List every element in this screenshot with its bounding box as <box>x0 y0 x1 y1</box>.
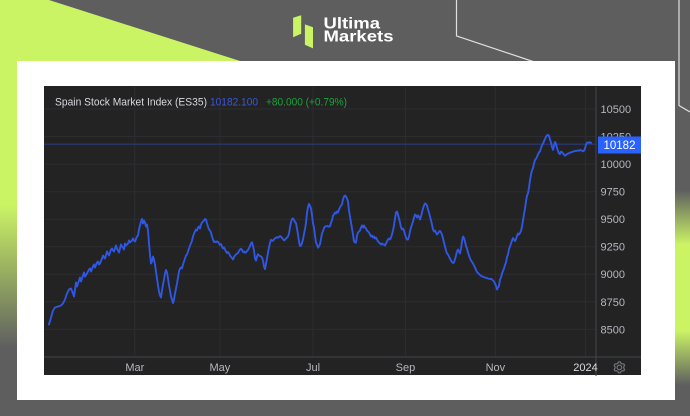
svg-text:Nov: Nov <box>486 361 506 373</box>
svg-text:9000: 9000 <box>601 269 625 281</box>
svg-text:May: May <box>210 361 231 373</box>
svg-text:8750: 8750 <box>601 296 625 308</box>
svg-text:2024: 2024 <box>573 361 597 373</box>
svg-text:9500: 9500 <box>601 214 625 226</box>
svg-text:Ultima: Ultima <box>324 15 381 32</box>
svg-text:9250: 9250 <box>601 241 625 253</box>
svg-text:Markets: Markets <box>324 28 394 45</box>
svg-text:Jul: Jul <box>306 361 320 373</box>
svg-text:Mar: Mar <box>125 361 144 373</box>
svg-text:8500: 8500 <box>601 324 625 336</box>
svg-text:9750: 9750 <box>601 186 625 198</box>
svg-text:10182.100: 10182.100 <box>210 96 258 108</box>
svg-text:Sep: Sep <box>396 361 416 373</box>
svg-text:10500: 10500 <box>601 103 632 115</box>
svg-text:10182: 10182 <box>604 140 636 152</box>
svg-text:+80.000 (+0.79%): +80.000 (+0.79%) <box>266 96 347 108</box>
svg-text:10000: 10000 <box>601 159 632 171</box>
svg-text:Spain Stock Market Index (ES35: Spain Stock Market Index (ES35) <box>55 96 207 108</box>
